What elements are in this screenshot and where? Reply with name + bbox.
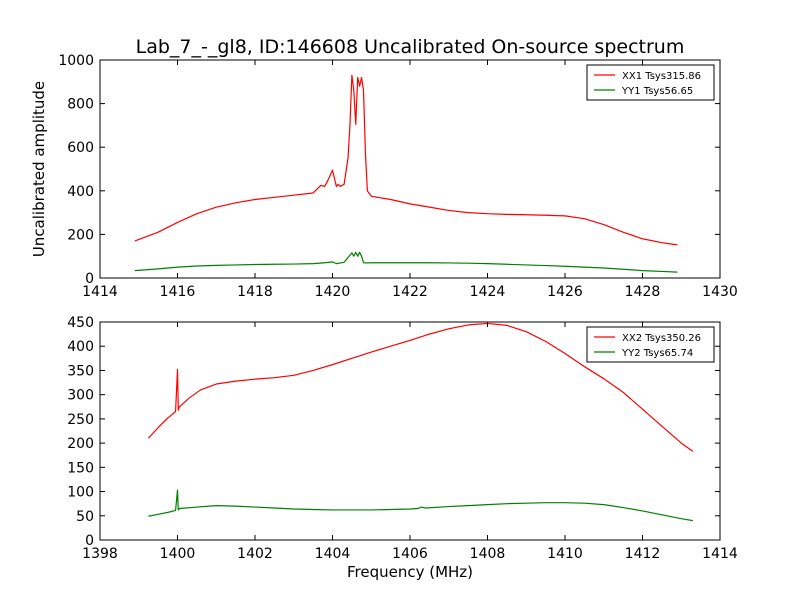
y-tick-label: 300 [67, 388, 94, 404]
x-tick-label: 1404 [315, 546, 351, 562]
legend-entry: YY2 Tsys65.74 [621, 348, 693, 359]
legend-box [586, 326, 715, 363]
y-tick-label: 250 [67, 412, 94, 428]
x-tick-label: 1420 [315, 284, 351, 300]
y-tick-label: 400 [67, 339, 94, 355]
x-tick-label: 1422 [392, 284, 428, 300]
chart-title: Lab_7_-_gl8, ID:146608 Uncalibrated On-s… [136, 36, 685, 58]
legend-entry: YY1 Tsys56.65 [621, 86, 693, 97]
x-axis-label: Frequency (MHz) [347, 563, 473, 581]
series-line-yy1 [134, 251, 678, 273]
y-tick-label: 350 [67, 363, 94, 379]
x-tick-label: 1424 [470, 284, 506, 300]
x-tick-label: 1418 [237, 284, 273, 300]
x-tick-label: 1402 [237, 546, 273, 562]
y-tick-label: 0 [85, 271, 94, 287]
series-line-xx1 [134, 74, 678, 246]
x-tick-label: 1414 [702, 546, 738, 562]
x-tick-label: 1426 [547, 284, 583, 300]
legend-entry: XX1 Tsys315.86 [622, 71, 701, 82]
x-tick-label: 1430 [702, 284, 738, 300]
x-tick-label: 1414 [82, 284, 118, 300]
series-line-yy2 [148, 489, 693, 522]
x-tick-label: 1400 [160, 546, 196, 562]
x-tick-label: 1428 [625, 284, 661, 300]
y-axis-label: Uncalibrated amplitude [30, 81, 48, 257]
x-tick-label: 1410 [547, 546, 583, 562]
y-tick-label: 200 [67, 436, 94, 452]
y-tick-label: 150 [67, 460, 94, 476]
y-tick-label: 50 [76, 509, 94, 525]
y-tick-label: 0 [85, 533, 94, 549]
x-tick-label: 1398 [82, 546, 118, 562]
top-panel: 1414 1416 1418 1420 1422 1424 1426 1428 1430 0 200… [58, 53, 737, 300]
x-tick-label: 1408 [470, 546, 506, 562]
x-tick-label: 1412 [625, 546, 661, 562]
x-tick-label: 1406 [392, 546, 428, 562]
bottom-panel: 1398 1400 1402 1404 1406 1408 1410 1412 1414 0 50 1… [67, 315, 738, 562]
y-tick-label: 800 [67, 97, 94, 113]
y-tick-label: 200 [67, 227, 94, 243]
x-tick-label: 1416 [160, 284, 196, 300]
legend-box [586, 64, 715, 101]
y-tick-label: 600 [67, 140, 94, 156]
series-line-xx2 [147, 322, 694, 452]
legend-entry: XX2 Tsys350.26 [622, 333, 701, 344]
y-tick-label: 100 [67, 485, 94, 501]
y-tick-label: 450 [67, 315, 94, 331]
y-tick-label: 400 [67, 184, 94, 200]
y-tick-label: 1000 [58, 53, 94, 69]
